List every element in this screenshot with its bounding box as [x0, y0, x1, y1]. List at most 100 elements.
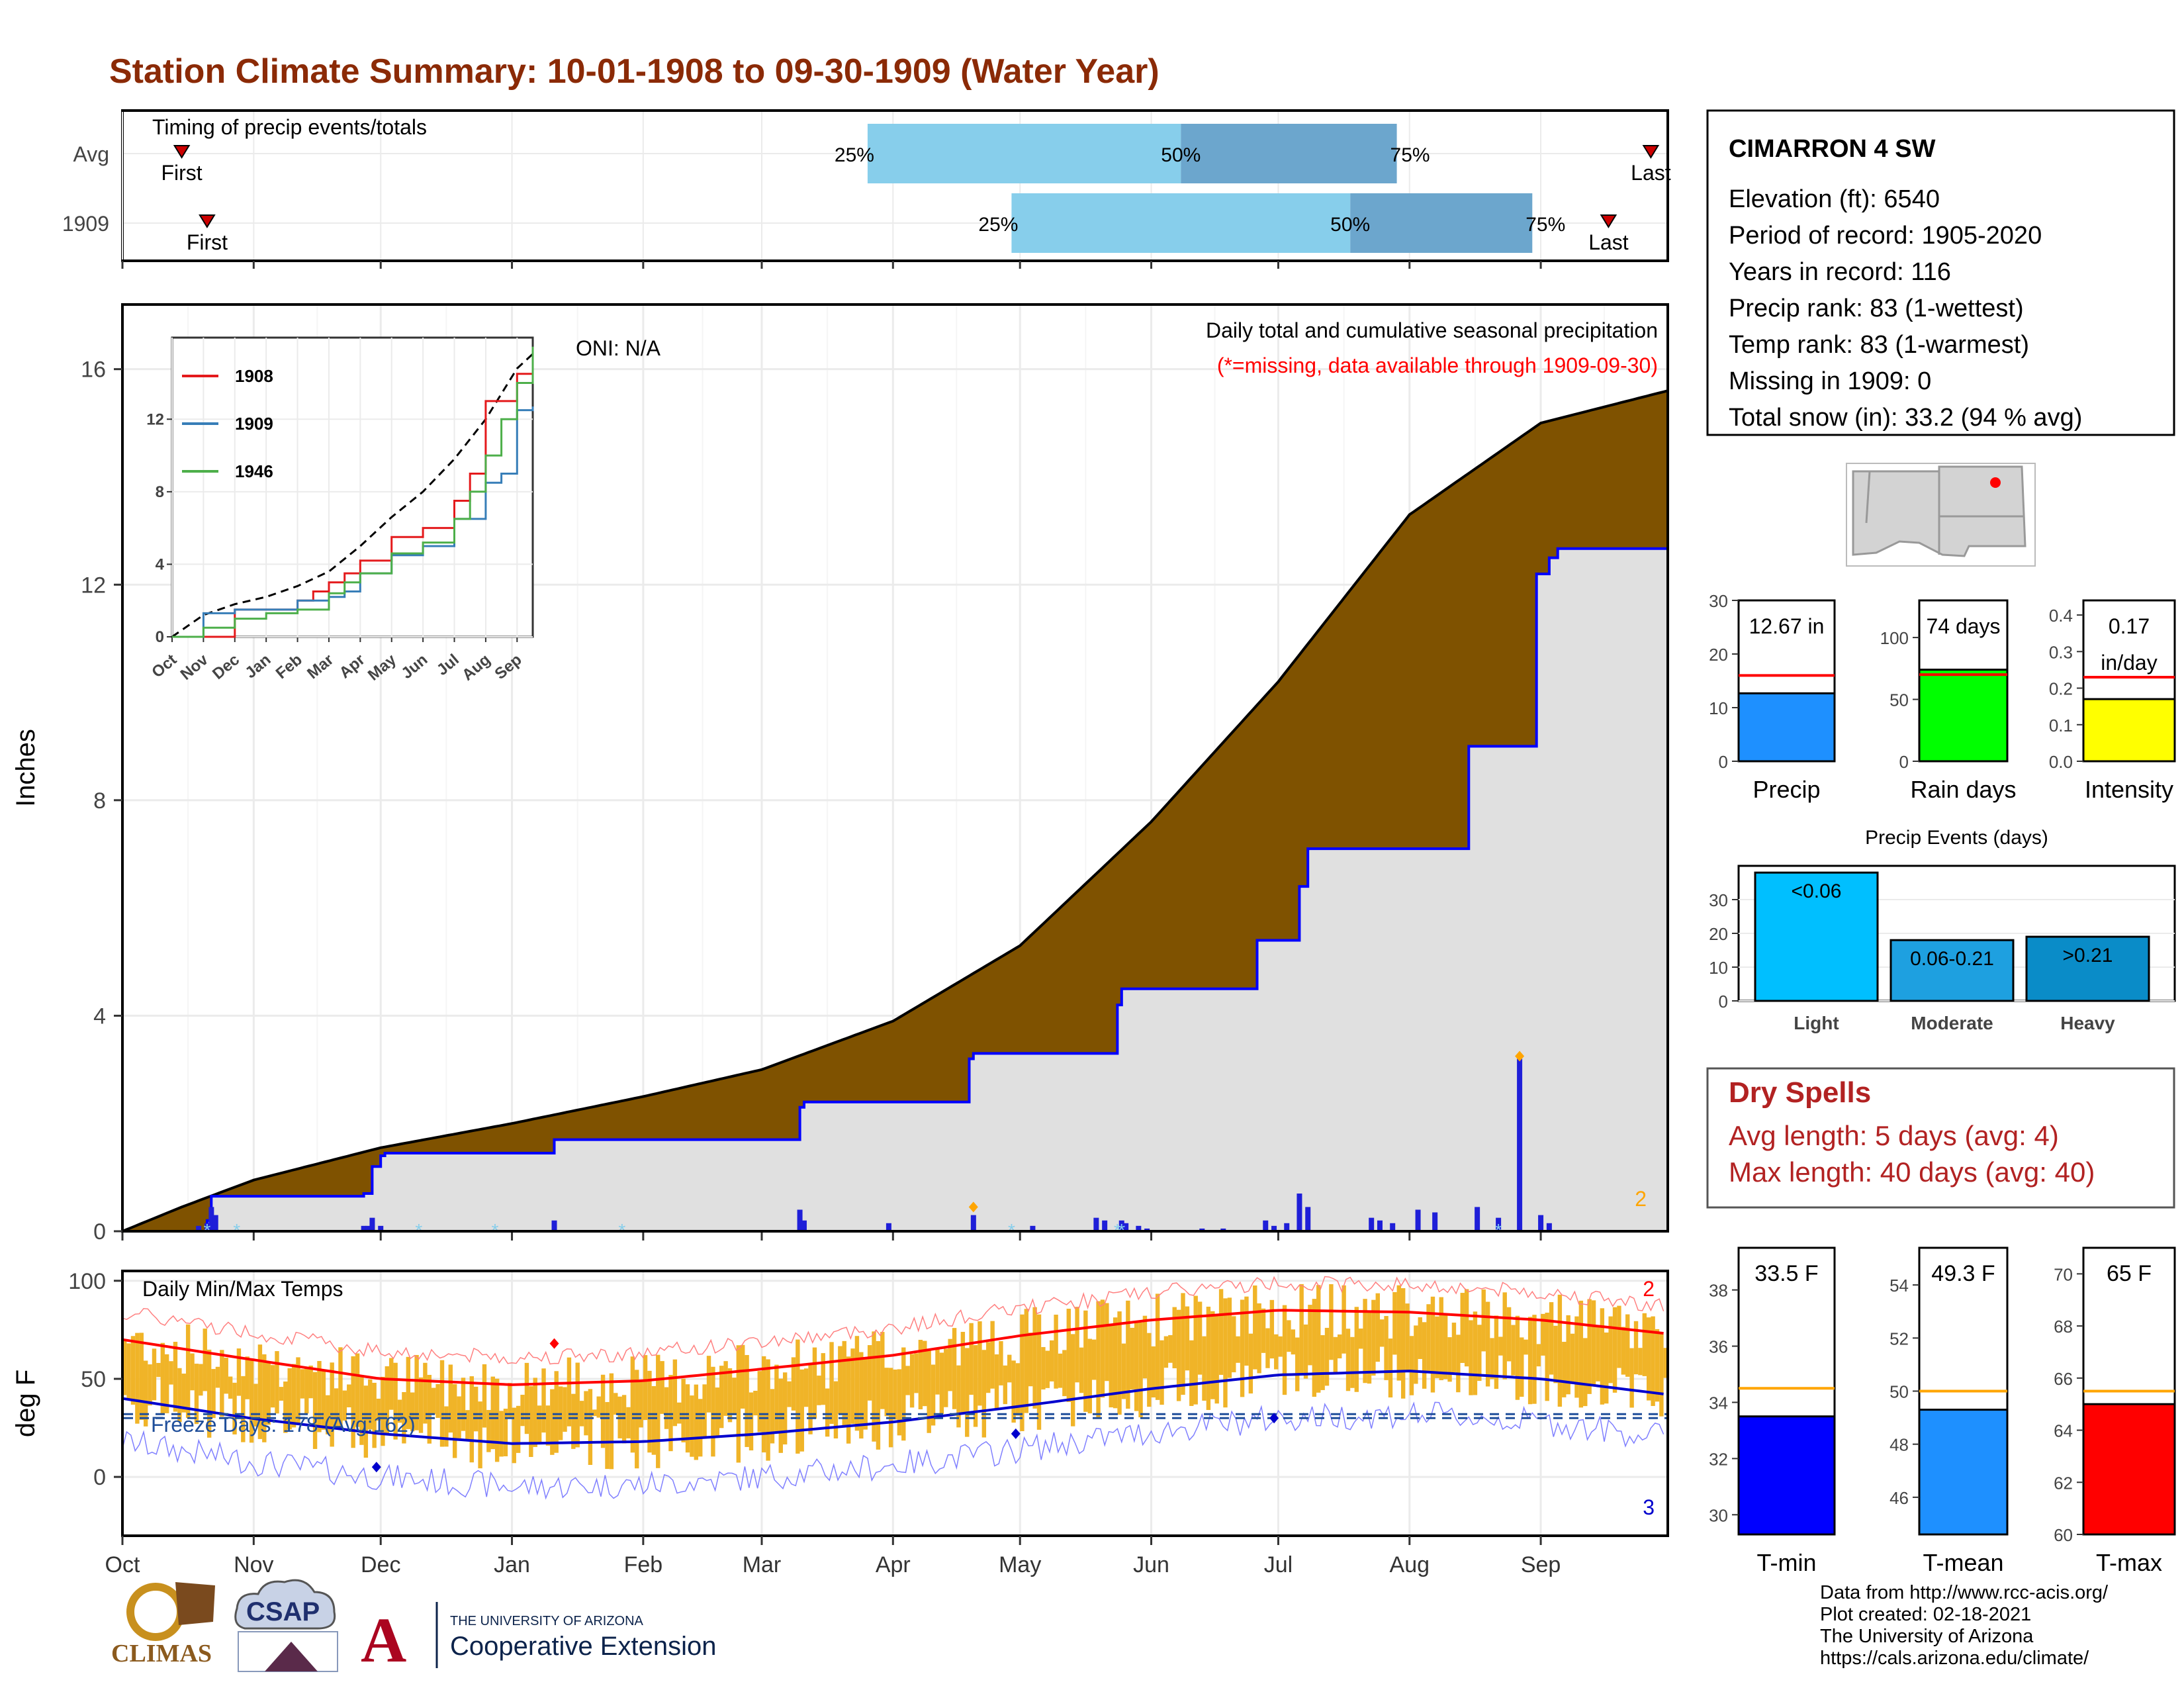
- daily-temp-range-bar: [605, 1402, 610, 1470]
- timing-bar-25-50: [1011, 193, 1351, 253]
- daily-precip-bar: [1102, 1220, 1108, 1231]
- daily-temp-range-bar: [1612, 1307, 1617, 1393]
- dry-spells-box: Dry Spells Avg length: 5 days (avg: 4) M…: [1706, 1067, 2175, 1209]
- daily-temp-range-bar: [850, 1348, 855, 1424]
- daily-temp-range-bar: [999, 1341, 1003, 1385]
- daily-temp-range-bar: [668, 1375, 673, 1452]
- daily-temp-range-bar: [592, 1409, 597, 1417]
- daily-temp-range-bar: [427, 1374, 432, 1444]
- daily-temp-range-bar: [1443, 1315, 1448, 1380]
- daily-temp-range-bar: [1545, 1312, 1549, 1401]
- inset-legend-label: 1908: [235, 366, 273, 386]
- daily-temp-range-bar: [770, 1389, 775, 1444]
- temp-y-tick-label: 50: [81, 1367, 106, 1392]
- daily-precip-bar: [970, 1215, 976, 1231]
- daily-temp-range-bar: [1079, 1347, 1084, 1393]
- daily-temp-range-bar: [846, 1356, 851, 1444]
- footer-credits: Data from http://www.rcc-acis.org/ Plot …: [1820, 1582, 2108, 1669]
- daily-temp-range-bar: [185, 1324, 191, 1418]
- daily-temp-range-bar: [660, 1361, 664, 1414]
- daily-temp-range-bar: [414, 1354, 419, 1430]
- daily-temp-range-bar: [228, 1376, 233, 1399]
- daily-temp-range-bar: [1481, 1289, 1486, 1352]
- daily-temp-range-bar: [1651, 1316, 1655, 1406]
- daily-temp-range-bar: [643, 1355, 648, 1421]
- daily-temp-range-bar: [609, 1373, 614, 1470]
- daily-temp-range-bar: [1007, 1354, 1012, 1383]
- daily-temp-range-bar: [1236, 1336, 1240, 1363]
- daily-temp-range-bar: [160, 1342, 165, 1414]
- last-event-marker: [1600, 214, 1617, 228]
- daily-temp-range-bar: [1422, 1322, 1427, 1389]
- daily-temp-range-bar: [1210, 1311, 1215, 1399]
- month-axis: Oct Nov Dec Jan Feb Mar Apr May Jun Jul Aug Sep: [105, 1536, 1561, 1577]
- daily-temp-range-bar: [1553, 1325, 1558, 1383]
- csap-logo: CSAP: [234, 1579, 338, 1672]
- daily-precip-bar: [1538, 1215, 1544, 1231]
- daily-temp-range-bar: [1511, 1325, 1516, 1376]
- daily-temp-range-bar: [326, 1395, 330, 1434]
- daily-precip-bar: [196, 1225, 202, 1231]
- daily-temp-range-bar: [143, 1360, 148, 1427]
- month-tick-label: Aug: [1390, 1552, 1430, 1577]
- daily-temp-range-bar: [757, 1371, 762, 1432]
- bar-chart-t-max: 60 62 64 66 68 70 65 F T-max: [2054, 1246, 2176, 1576]
- bar-chart-value-label: 49.3 F: [1931, 1261, 1995, 1286]
- daily-temp-range-bar: [1405, 1303, 1410, 1371]
- daily-temp-range-bar: [266, 1362, 271, 1425]
- daily-temp-range-bar: [1105, 1303, 1109, 1382]
- inset-y-tick-label: 4: [156, 555, 165, 573]
- daily-temp-range-bar: [986, 1342, 991, 1393]
- daily-temp-range-bar: [690, 1395, 694, 1457]
- daily-temp-range-bar: [190, 1353, 195, 1391]
- bar-chart-y-tick-label: 64: [2054, 1421, 2073, 1441]
- daily-temp-range-bar: [1435, 1316, 1439, 1378]
- daily-temp-range-bar: [1282, 1305, 1287, 1395]
- daily-temp-range-bar: [639, 1380, 643, 1428]
- daily-temp-range-bar: [893, 1369, 897, 1420]
- daily-temp-range-bar: [923, 1340, 927, 1407]
- daily-temp-range-bar: [461, 1378, 466, 1431]
- daily-temp-range-bar: [719, 1366, 724, 1429]
- daily-temp-range-bar: [529, 1385, 533, 1457]
- bar-chart-category-label: Rain days: [1910, 776, 2016, 803]
- daily-temp-range-bar: [257, 1344, 263, 1439]
- daily-temp-range-bar: [317, 1360, 322, 1432]
- daily-temp-range-bar: [711, 1366, 715, 1457]
- daily-temp-range-bar: [935, 1348, 940, 1395]
- daily-temp-range-bar: [1485, 1301, 1490, 1387]
- daily-temp-range-bar: [672, 1359, 678, 1427]
- daily-temp-range-bar: [1388, 1338, 1393, 1398]
- daily-precip-bar: [1284, 1223, 1290, 1231]
- summary-bar-charts: 0 10 20 30 12.67 in Precip 0 50 100 74 days Rain d…: [1709, 591, 2176, 803]
- precip-y-axis-label: Inches: [11, 729, 40, 807]
- daily-temp-range-bar: [664, 1387, 669, 1429]
- daily-temp-range-bar: [435, 1383, 440, 1418]
- daily-temp-range-bar: [355, 1353, 360, 1427]
- bar-chart-y-tick-label: 20: [1709, 645, 1728, 665]
- daily-temp-range-bar: [181, 1374, 186, 1413]
- daily-temp-range-bar: [1070, 1334, 1075, 1427]
- temp-label: Daily Min/Max Temps: [142, 1277, 343, 1301]
- daily-temp-range-bar: [1608, 1316, 1613, 1383]
- daily-temp-range-bar: [1587, 1299, 1592, 1394]
- daily-temp-range-bar: [486, 1410, 491, 1452]
- daily-temp-range-bar: [537, 1405, 542, 1444]
- daily-temp-range-bar: [1197, 1301, 1203, 1375]
- bar-chart-y-tick-label: 30: [1709, 591, 1728, 611]
- station-info-line: Missing in 1909: 0: [1729, 367, 1931, 395]
- daily-temp-range-bar: [1494, 1315, 1499, 1389]
- daily-temp-range-bar: [1633, 1321, 1639, 1375]
- daily-temp-range-bar: [452, 1383, 457, 1458]
- cumulative-avg-line: [122, 389, 1668, 1233]
- daily-temp-range-bar: [1024, 1309, 1029, 1413]
- timing-p75-label: 75%: [1390, 144, 1430, 166]
- daily-temp-range-bar: [914, 1353, 919, 1393]
- daily-temp-range-bar: [1269, 1299, 1275, 1359]
- timing-panel: Avg 1909 25% 50% 75% First Last 25% 50% 75% First…: [62, 109, 1671, 269]
- temp-y-tick-label: 100: [68, 1269, 106, 1294]
- daily-temp-range-bar: [563, 1387, 567, 1432]
- events-y-tick-label: 20: [1709, 924, 1728, 944]
- bar-chart-bar: [1737, 1415, 1836, 1536]
- daily-precip-bar: [1377, 1220, 1383, 1231]
